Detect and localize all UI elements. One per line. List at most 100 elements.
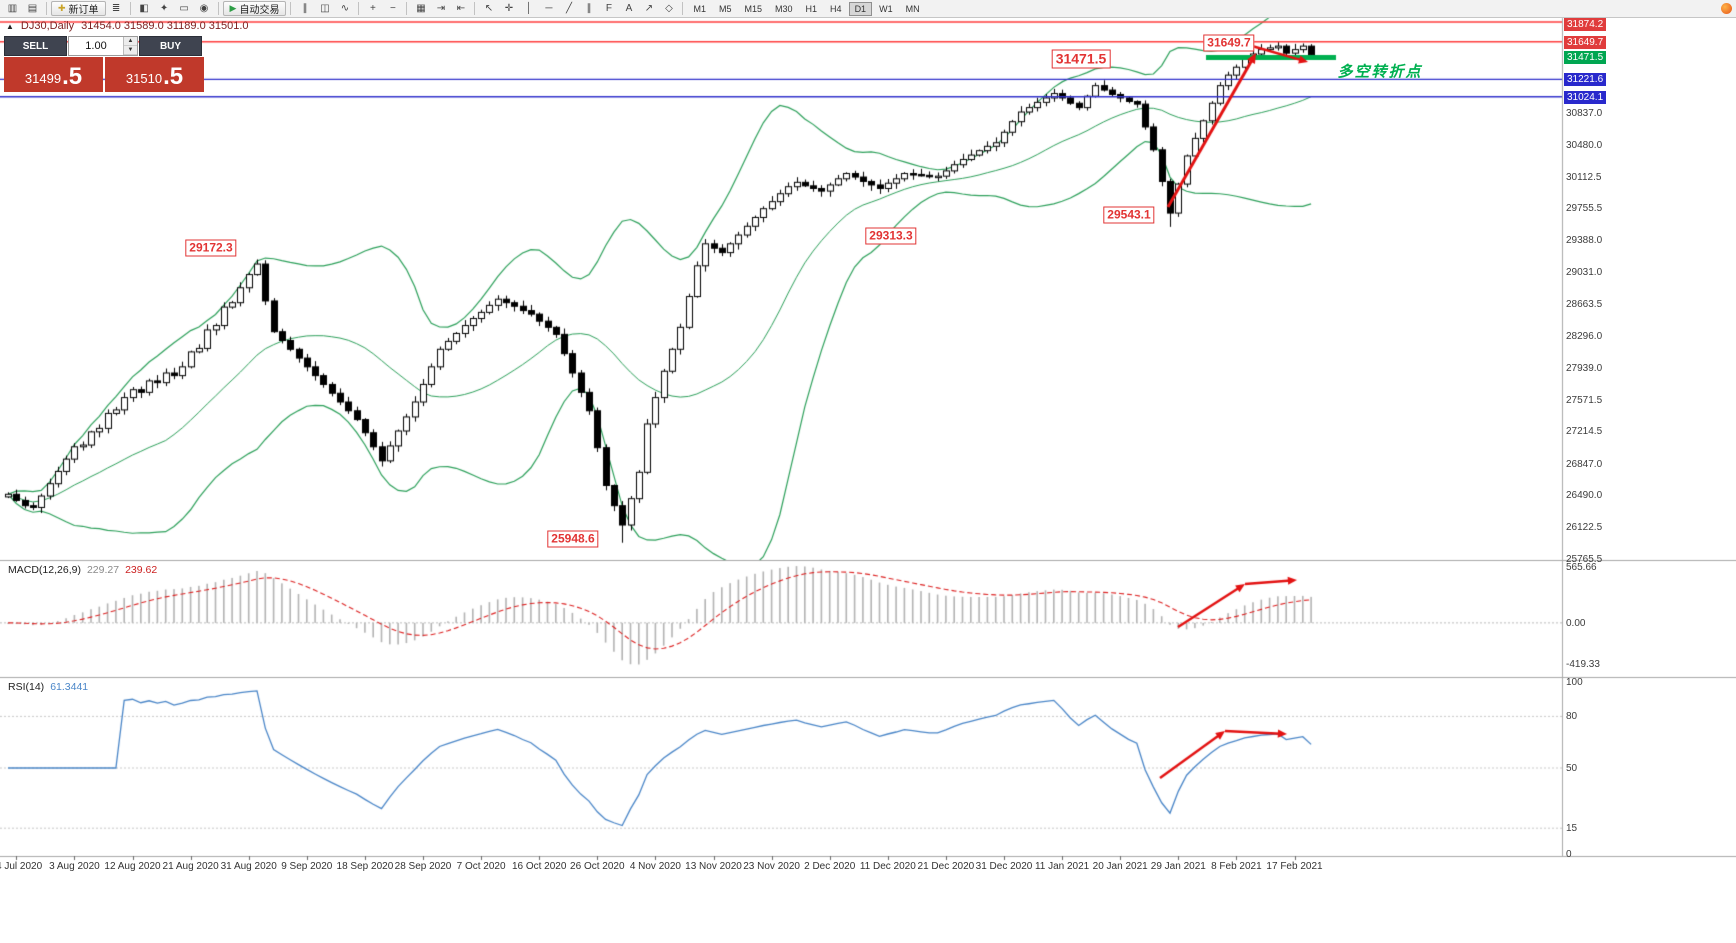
sell-price-button[interactable]: 31499.5 bbox=[4, 57, 103, 92]
sell-price-pips: .5 bbox=[62, 63, 83, 90]
volume-spinner[interactable]: ▲ ▼ bbox=[123, 37, 137, 55]
crosshair-icon[interactable]: ✛ bbox=[504, 3, 514, 14]
shapes-tool-icon[interactable]: ◇ bbox=[665, 3, 673, 14]
toolbar-separator bbox=[474, 2, 476, 15]
date-label: 12 Aug 2020 bbox=[104, 861, 161, 872]
macd-scale-label: 0.00 bbox=[1566, 617, 1586, 629]
zoom-out-icon[interactable]: − bbox=[390, 3, 396, 14]
arrows-tool-icon[interactable]: ↗ bbox=[644, 3, 654, 14]
price-scale-label: 29755.5 bbox=[1566, 203, 1603, 215]
toolbar-separator bbox=[358, 2, 360, 15]
turning-point-note: 多空转折点 bbox=[1337, 63, 1423, 81]
timeframe-m5-button[interactable]: M5 bbox=[713, 2, 738, 16]
price-scale-label: 30112.5 bbox=[1566, 171, 1602, 183]
timeframe-h4-button[interactable]: H4 bbox=[824, 2, 848, 16]
date-label: 8 Feb 2021 bbox=[1211, 861, 1262, 872]
timeframe-m15-button[interactable]: M15 bbox=[739, 2, 769, 16]
date-label: 21 Aug 2020 bbox=[162, 861, 219, 872]
buy-price-pips: .5 bbox=[163, 63, 184, 90]
price-scale-label: 26847.0 bbox=[1566, 458, 1603, 470]
macd-main-value: 229.27 bbox=[86, 564, 120, 576]
chart-title: ▲ DJ30,Daily 31454.0 31589.0 31189.0 315… bbox=[6, 20, 249, 32]
timeframe-d1-button[interactable]: D1 bbox=[848, 1, 873, 16]
rsi-scale-label: 100 bbox=[1566, 677, 1583, 688]
date-label: 31 Dec 2020 bbox=[975, 861, 1033, 872]
price-scale-label: 27214.5 bbox=[1566, 426, 1603, 438]
cursor-icon[interactable]: ↖ bbox=[484, 3, 494, 14]
auto-trading-icon: ▶ bbox=[229, 3, 237, 13]
date-label: 16 Oct 2020 bbox=[511, 861, 567, 872]
date-label: 21 Dec 2020 bbox=[917, 861, 975, 872]
toolbar-overflow-icon[interactable] bbox=[1721, 3, 1732, 14]
date-label: 7 Oct 2020 bbox=[456, 861, 506, 872]
volume-control[interactable]: 1.00 ▲ ▼ bbox=[68, 36, 138, 56]
chart-shift-icon[interactable]: ⇤ bbox=[456, 3, 466, 14]
tile-windows-icon[interactable]: ▦ bbox=[416, 3, 426, 14]
volume-value[interactable]: 1.00 bbox=[85, 40, 107, 52]
price-scale-label: 28296.0 bbox=[1566, 331, 1603, 343]
price-scale-label: 27939.0 bbox=[1566, 362, 1603, 374]
price-annotation: 25948.6 bbox=[547, 530, 599, 548]
ohlc-values: 31454.0 31589.0 31189.0 31501.0 bbox=[81, 20, 249, 32]
horizontal-line-icon[interactable]: ─ bbox=[545, 3, 553, 14]
sell-button[interactable]: SELL bbox=[4, 36, 67, 56]
navigator-icon[interactable]: ✦ bbox=[159, 3, 169, 14]
timeframe-m30-button[interactable]: M30 bbox=[769, 2, 799, 16]
price-scale-label: 29388.0 bbox=[1566, 235, 1603, 247]
one-click-price-row: 31499.5 31510.5 bbox=[4, 57, 204, 92]
timeframe-h1-button[interactable]: H1 bbox=[800, 2, 824, 16]
macd-indicator-label: MACD(12,26,9) 229.27 239.62 bbox=[8, 564, 157, 576]
timeframe-m1-button[interactable]: M1 bbox=[687, 2, 712, 16]
fibonacci-icon[interactable]: F bbox=[605, 3, 613, 14]
text-label-icon[interactable]: A bbox=[625, 3, 633, 14]
date-label: 3 Aug 2020 bbox=[49, 861, 100, 872]
price-scale-label: 26122.5 bbox=[1566, 522, 1603, 534]
rsi-scale-label: 0 bbox=[1566, 849, 1572, 860]
date-label: 11 Dec 2020 bbox=[859, 861, 916, 872]
terminal-icon[interactable]: ▭ bbox=[179, 3, 189, 14]
toolbar-separator bbox=[129, 2, 131, 15]
candlestick-chart-icon[interactable]: ◫ bbox=[320, 3, 330, 14]
line-chart-icon[interactable]: ∿ bbox=[340, 3, 350, 14]
bar-chart-icon[interactable]: ∥ bbox=[302, 3, 308, 14]
date-label: 20 Jan 2021 bbox=[1092, 861, 1148, 872]
buy-button[interactable]: BUY bbox=[139, 36, 202, 56]
volume-down-icon[interactable]: ▼ bbox=[124, 46, 137, 55]
data-window-icon[interactable]: ◧ bbox=[139, 3, 149, 14]
macd-scale-label: 565.66 bbox=[1566, 561, 1597, 573]
auto-scroll-icon[interactable]: ⇥ bbox=[436, 3, 446, 14]
rsi-name: RSI(14) bbox=[8, 681, 45, 693]
date-label: 24 Jul 2020 bbox=[0, 861, 43, 872]
price-scale-level-label: 31024.1 bbox=[1564, 90, 1607, 104]
price-scale-label: 30480.0 bbox=[1566, 139, 1603, 151]
chart-profiles-icon[interactable]: ▤ bbox=[27, 3, 38, 14]
price-scale-level-label: 31874.2 bbox=[1564, 18, 1607, 31]
date-label: 29 Jan 2021 bbox=[1150, 861, 1206, 872]
timeframe-w1-button[interactable]: W1 bbox=[873, 2, 899, 16]
zoom-in-icon[interactable]: + bbox=[370, 3, 376, 14]
new-chart-icon[interactable]: ▥ bbox=[7, 3, 18, 14]
rsi-scale-label: 80 bbox=[1566, 711, 1578, 723]
price-scale-label: 27571.5 bbox=[1566, 395, 1603, 407]
strategy-tester-icon[interactable]: ◉ bbox=[199, 3, 209, 14]
market-watch-icon[interactable]: ≣ bbox=[111, 3, 121, 14]
auto-trading-button[interactable]: ▶ 自动交易 bbox=[222, 1, 287, 16]
price-annotation: 31471.5 bbox=[1051, 49, 1111, 69]
toolbar-separator bbox=[682, 2, 684, 15]
price-scale-label: 26490.0 bbox=[1566, 490, 1603, 502]
new-order-icon: ✚ bbox=[58, 3, 66, 13]
vertical-line-icon[interactable]: │ bbox=[525, 3, 533, 14]
trendline-icon[interactable]: ╱ bbox=[565, 3, 572, 14]
oneclick-collapse-icon[interactable]: ▲ bbox=[6, 21, 14, 31]
toolbar-separator bbox=[290, 2, 292, 15]
volume-up-icon[interactable]: ▲ bbox=[124, 37, 137, 46]
price-scale-level-label: 31471.5 bbox=[1564, 51, 1607, 65]
timeframe-mn-button[interactable]: MN bbox=[900, 2, 926, 16]
price-annotation: 29172.3 bbox=[185, 239, 237, 257]
one-click-trading-panel: SELL 1.00 ▲ ▼ BUY 31499.5 31510.5 bbox=[4, 36, 204, 92]
channel-icon[interactable]: ∥ bbox=[586, 3, 592, 14]
buy-price-button[interactable]: 31510.5 bbox=[105, 57, 204, 92]
price-annotation: 29543.1 bbox=[1103, 206, 1155, 224]
new-order-button[interactable]: ✚ 新订单 bbox=[51, 1, 106, 16]
